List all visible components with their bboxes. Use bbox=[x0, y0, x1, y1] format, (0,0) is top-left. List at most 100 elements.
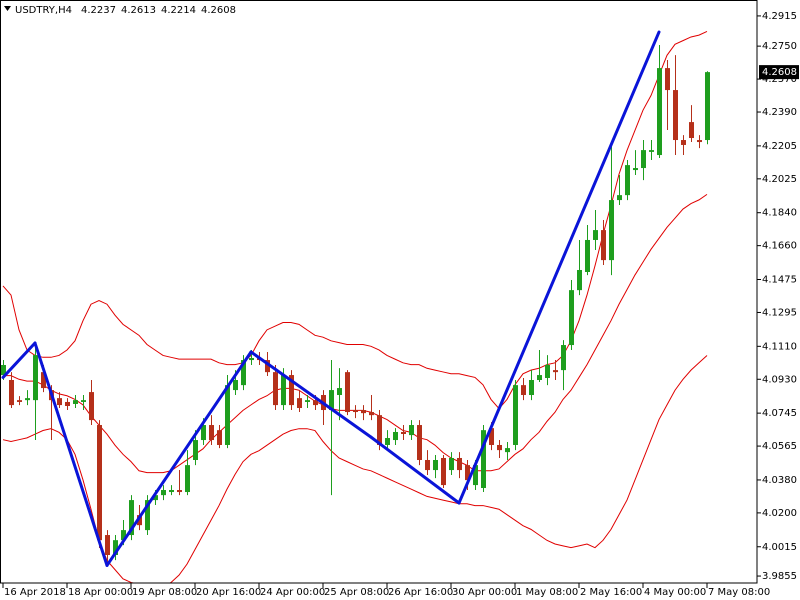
candle-body bbox=[281, 375, 286, 406]
y-tick-label: 4.0565 bbox=[762, 441, 797, 452]
candle-body bbox=[153, 495, 158, 501]
candle-body bbox=[553, 370, 558, 373]
candle-body bbox=[417, 425, 422, 460]
candle-body bbox=[289, 375, 294, 406]
candle-body bbox=[233, 380, 238, 391]
candle-body bbox=[89, 392, 94, 421]
y-tick-label: 4.2025 bbox=[762, 174, 797, 185]
axes: 4.2915 4.2750 4.2570 4.2390 4.2205 4.2025 4.18… bbox=[2, 11, 799, 598]
candle-body bbox=[273, 372, 278, 406]
candle-body bbox=[9, 380, 14, 406]
candle-body bbox=[633, 168, 638, 171]
candle-body bbox=[249, 358, 254, 361]
y-tick-label: 4.2390 bbox=[762, 107, 797, 118]
y-tick-label: 4.1840 bbox=[762, 208, 797, 219]
candle-body bbox=[145, 500, 150, 531]
plot-area bbox=[1, 30, 710, 583]
x-tick-label: 30 Apr 00:00 bbox=[452, 587, 517, 598]
y-tick-label: 4.2915 bbox=[762, 11, 797, 22]
y-tick-label: 4.0200 bbox=[762, 508, 797, 519]
candle-body bbox=[545, 364, 550, 378]
candle-body bbox=[345, 372, 350, 413]
y-tick-label: 4.1295 bbox=[762, 307, 797, 318]
y-tick-label: 4.0745 bbox=[762, 408, 797, 419]
candle-body bbox=[401, 431, 406, 435]
candle-body bbox=[449, 457, 454, 471]
x-tick-label: 16 Apr 2018 bbox=[4, 587, 66, 598]
candle-body bbox=[17, 400, 22, 402]
candle-body bbox=[601, 230, 606, 261]
x-tick-label: 2 May 16:00 bbox=[580, 587, 642, 598]
candle-body bbox=[353, 410, 358, 413]
y-tick-label: 4.0015 bbox=[762, 542, 797, 553]
candle-body bbox=[529, 380, 534, 396]
zigzag-section bbox=[457, 30, 661, 505]
candle-body bbox=[425, 459, 430, 471]
candle-body bbox=[705, 72, 710, 141]
candle-body bbox=[361, 410, 366, 414]
price-label: 4.2608 bbox=[762, 67, 797, 78]
x-tick-label: 4 May 00:00 bbox=[644, 587, 706, 598]
candle-body bbox=[393, 431, 398, 441]
candle-body bbox=[129, 500, 134, 536]
candle-body bbox=[169, 490, 174, 493]
candle-body bbox=[297, 398, 302, 409]
candle-body bbox=[665, 68, 670, 91]
candle-body bbox=[561, 345, 566, 371]
candle-body bbox=[121, 530, 126, 541]
y-tick-label: 3.9855 bbox=[762, 571, 797, 582]
candle-body bbox=[225, 385, 230, 445]
candle-body bbox=[97, 425, 102, 541]
x-tick-label: 19 Apr 08:00 bbox=[132, 587, 197, 598]
x-tick-label: 25 Apr 08:00 bbox=[324, 587, 389, 598]
y-tick-label: 4.2570 bbox=[762, 74, 797, 85]
candle-body bbox=[473, 465, 478, 486]
y-tick-label: 4.1110 bbox=[762, 341, 797, 352]
y-tick-label: 4.2750 bbox=[762, 41, 797, 52]
candle-body bbox=[73, 400, 78, 404]
x-tick-label: 7 May 08:00 bbox=[708, 587, 770, 598]
candle-body bbox=[609, 200, 614, 261]
candle-body bbox=[57, 398, 62, 406]
high-price: 4.2613 bbox=[121, 5, 156, 16]
zigzag-section bbox=[1, 341, 37, 379]
candle-body bbox=[209, 425, 214, 441]
candle-body bbox=[369, 412, 374, 416]
zigzag-section bbox=[369, 435, 461, 505]
zigzag-section bbox=[249, 350, 373, 439]
candle-body bbox=[697, 140, 702, 143]
y-tick-label: 4.0380 bbox=[762, 475, 797, 486]
candle-body bbox=[593, 230, 598, 240]
menu-arrow bbox=[4, 6, 11, 11]
candle-body bbox=[481, 430, 486, 488]
candle-body bbox=[513, 385, 518, 445]
candle-body bbox=[1, 364, 6, 376]
x-tick-label: 20 Apr 16:00 bbox=[196, 587, 261, 598]
candle-body bbox=[457, 457, 462, 471]
plot-frame bbox=[0, 0, 758, 584]
symbol-timeframe: USDTRY,H4 bbox=[15, 5, 72, 16]
candle-body bbox=[441, 457, 446, 486]
candle-body bbox=[577, 269, 582, 291]
candle-body bbox=[337, 388, 342, 396]
candle-body bbox=[489, 428, 494, 445]
candle-body bbox=[185, 465, 190, 493]
bollinger-upper bbox=[2, 31, 708, 410]
candle-body bbox=[617, 195, 622, 201]
candle-body bbox=[81, 400, 86, 402]
candle-body bbox=[649, 150, 654, 152]
candle-body bbox=[409, 425, 414, 436]
candle-body bbox=[41, 372, 46, 389]
candle-body bbox=[433, 459, 438, 471]
candle-body bbox=[641, 150, 646, 169]
candle-body bbox=[113, 540, 118, 555]
low-price: 4.2214 bbox=[161, 5, 196, 16]
zigzag-section bbox=[33, 341, 109, 567]
candle-body bbox=[329, 390, 334, 411]
price-label-box bbox=[759, 65, 799, 80]
candle-body bbox=[201, 425, 206, 441]
candle-body bbox=[265, 360, 270, 373]
candle-body bbox=[177, 490, 182, 493]
